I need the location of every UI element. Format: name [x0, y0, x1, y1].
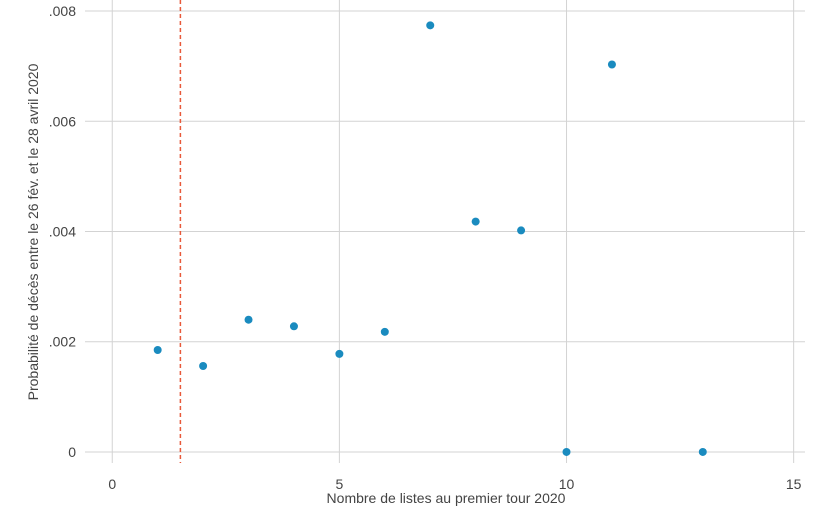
y-tick-label: 0 — [68, 444, 76, 460]
data-point — [335, 349, 344, 358]
x-axis-title: Nombre de listes au premier tour 2020 — [327, 490, 566, 506]
data-point — [426, 21, 435, 30]
y-tick-label: .002 — [49, 334, 76, 350]
tick-label-layer: 0 .002 .004 .006 .008 0 5 10 15 — [49, 3, 802, 492]
y-tick-label: .004 — [49, 224, 76, 240]
data-point — [562, 447, 571, 456]
data-point — [199, 361, 208, 370]
x-tick-label: 10 — [559, 476, 575, 492]
y-axis-title: Probabilité de décès entre le 26 fév. et… — [25, 63, 41, 400]
data-point — [289, 322, 298, 331]
y-tick-label: .008 — [49, 3, 76, 19]
data-point — [517, 226, 526, 235]
data-point — [153, 346, 162, 355]
x-tick-label: 0 — [108, 476, 116, 492]
x-tick-label: 15 — [786, 476, 802, 492]
grid-layer — [85, 0, 805, 463]
data-point — [471, 217, 480, 226]
x-tick-label: 5 — [335, 476, 343, 492]
data-point — [244, 315, 253, 324]
y-tick-label: .006 — [49, 113, 76, 129]
data-point — [380, 327, 389, 336]
data-point-layer — [153, 21, 707, 456]
data-point — [607, 60, 616, 69]
data-point — [698, 447, 707, 456]
